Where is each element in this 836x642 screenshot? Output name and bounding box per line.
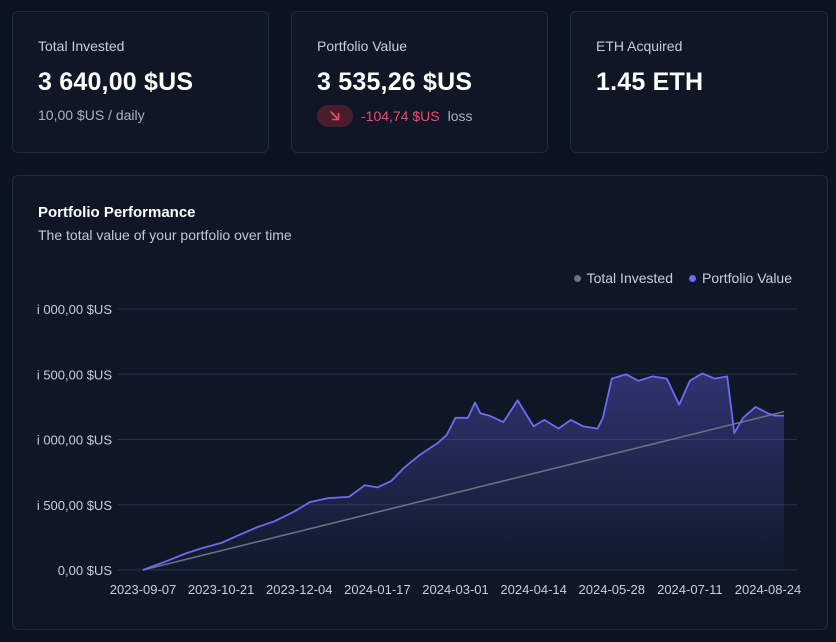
legend-dot — [688, 274, 696, 282]
chart-subtitle: The total value of your portfolio over t… — [38, 227, 292, 243]
legend-dot — [573, 274, 581, 282]
arrow-down-right-icon — [317, 105, 353, 127]
chart-legend: Total Invested Portfolio Value — [573, 270, 792, 286]
loss-amount: -104,74 $US — [361, 108, 440, 124]
legend-item-total-invested[interactable]: Total Invested — [573, 270, 673, 286]
portfolio-value-card: Portfolio Value 3 535,26 $US -104,74 $US… — [291, 11, 548, 153]
legend-label: Portfolio Value — [701, 270, 792, 286]
total-invested-label: Total Invested — [38, 38, 125, 54]
portfolio-value-label: Portfolio Value — [317, 38, 408, 54]
loss-label: loss — [447, 108, 473, 124]
daily-amount: 10,00 $US / daily — [38, 107, 145, 123]
eth-acquired-value: 1.45 ETH — [596, 68, 704, 96]
eth-acquired-card: ETH Acquired 1.45 ETH — [570, 11, 828, 153]
legend-item-portfolio-value[interactable]: Portfolio Value — [688, 270, 792, 286]
portfolio-value-value: 3 535,26 $US — [317, 68, 473, 96]
total-invested-value: 3 640,00 $US — [38, 68, 194, 96]
total-invested-card: Total Invested 3 640,00 $US 10,00 $US / … — [12, 11, 269, 153]
legend-label: Total Invested — [586, 270, 673, 286]
eth-acquired-label: ETH Acquired — [596, 38, 683, 54]
portfolio-change: -104,74 $US loss — [317, 105, 473, 127]
portfolio-performance-card: Portfolio Performance The total value of… — [12, 175, 828, 630]
chart-title: Portfolio Performance — [38, 204, 196, 221]
